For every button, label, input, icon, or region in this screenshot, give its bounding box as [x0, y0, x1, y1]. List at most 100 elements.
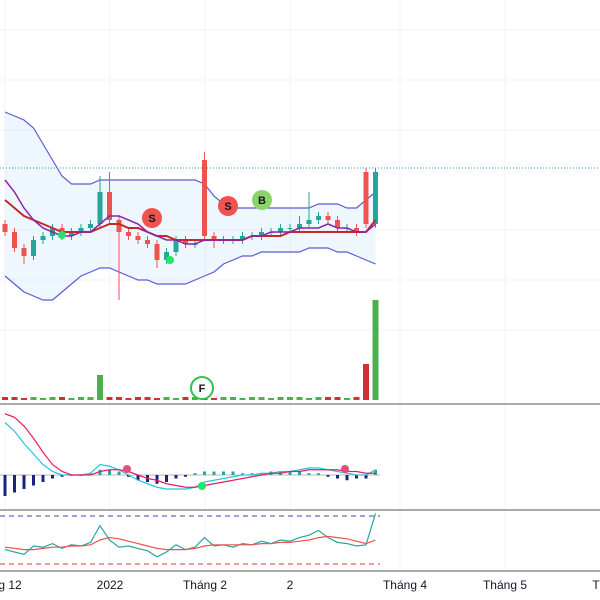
- volume-bar: [59, 397, 65, 400]
- macd-hist: [60, 475, 64, 477]
- candle-body: [183, 240, 188, 244]
- candle-body: [335, 220, 340, 228]
- signal-markers: S S B F: [58, 190, 349, 490]
- panel-borders: [0, 403, 600, 572]
- macd-hist: [3, 475, 7, 496]
- macd-hist: [336, 475, 339, 479]
- candle-body: [287, 228, 293, 229]
- macd-hist: [193, 473, 197, 475]
- candle-body: [69, 232, 74, 236]
- x-tick-label: Tháng 5: [483, 578, 527, 592]
- volume-bar: [211, 398, 217, 400]
- macd-hist: [241, 473, 244, 475]
- f-marker: [190, 376, 214, 400]
- macd-hist: [231, 471, 235, 475]
- candle-body: [259, 232, 264, 236]
- candle-body: [202, 160, 207, 236]
- volume-bar: [49, 397, 56, 400]
- candle-body: [164, 252, 169, 260]
- volume-bar: [315, 397, 322, 400]
- volume-bar: [116, 397, 122, 400]
- macd-hist: [136, 475, 140, 481]
- macd-hist: [364, 475, 368, 479]
- macd-hist: [317, 473, 320, 475]
- volume-bar: [296, 397, 303, 400]
- candle-body: [297, 224, 302, 228]
- volume-bar: [40, 398, 46, 400]
- rsi-line: [4, 513, 377, 558]
- sell-marker: [218, 196, 238, 216]
- volume-bar: [372, 300, 379, 400]
- macd-hist: [222, 471, 225, 475]
- macd-hist: [127, 475, 130, 477]
- dot: [166, 256, 174, 264]
- candle-body: [88, 224, 93, 228]
- volume-bar: [325, 397, 331, 400]
- volume-bar: [87, 397, 94, 400]
- band-fill: [5, 112, 376, 300]
- volume-bar: [220, 397, 227, 400]
- volume-bar: [173, 398, 179, 400]
- macd-hist: [326, 475, 330, 477]
- candle-body: [325, 216, 331, 220]
- volume-bar: [135, 397, 141, 400]
- f-label: F: [199, 383, 206, 395]
- x-tick-label: Tháng 4: [383, 578, 427, 592]
- macd-line: [4, 422, 376, 490]
- buy-label: B: [258, 195, 266, 207]
- candle-body: [12, 232, 17, 248]
- candle-body: [135, 236, 141, 240]
- volume-bar: [277, 397, 284, 400]
- dot: [341, 465, 349, 473]
- candle-body: [21, 248, 27, 256]
- volume-bar: [97, 375, 103, 400]
- volume-bar: [363, 364, 369, 400]
- volume-bar: [163, 397, 170, 400]
- volume-bar: [334, 397, 341, 400]
- lower-band: [4, 247, 376, 301]
- upper-band: [4, 111, 376, 209]
- macd-hist: [212, 471, 216, 475]
- macd-hist: [155, 475, 159, 484]
- volume-bar: [192, 397, 198, 400]
- volume-bar: [239, 398, 246, 400]
- macd-hist: [174, 475, 178, 479]
- volume-bar: [30, 397, 37, 400]
- rsi-ma: [4, 535, 376, 551]
- dot: [58, 231, 66, 239]
- volume-bar: [268, 398, 274, 400]
- macd-hist: [165, 475, 168, 482]
- x-tick-label: 2022: [97, 578, 124, 592]
- macd-hist: [184, 475, 187, 477]
- candle-body: [240, 236, 245, 240]
- candle-body: [145, 240, 150, 244]
- macd-hist: [374, 469, 377, 475]
- candle-body: [2, 224, 8, 232]
- macd-hist: [307, 473, 311, 475]
- macd-hist: [288, 471, 292, 475]
- volume-bar: [125, 398, 132, 400]
- volume-bar: [144, 397, 151, 400]
- volume-bar: [249, 397, 255, 400]
- volume-bar: [287, 397, 293, 400]
- volume-bar: [11, 397, 18, 400]
- candle-body: [363, 172, 369, 224]
- dot: [123, 465, 131, 473]
- x-tick-label: Tháng 2: [183, 578, 227, 592]
- volume-bar: [21, 398, 27, 400]
- middle-band: [4, 199, 377, 241]
- macd-hist: [51, 475, 54, 479]
- volume-bar: [306, 398, 312, 400]
- macd-hist: [203, 471, 206, 475]
- candle-body: [116, 220, 122, 232]
- candle-body: [126, 232, 131, 236]
- candle-body: [306, 220, 312, 224]
- macd-hist: [108, 469, 111, 475]
- x-tick-label: g 12: [0, 578, 22, 592]
- volume-bar: [78, 397, 84, 400]
- volume-bar: [2, 397, 8, 400]
- macd-hist: [355, 475, 358, 479]
- macd-hist: [250, 473, 254, 475]
- macd-hist: [298, 471, 301, 475]
